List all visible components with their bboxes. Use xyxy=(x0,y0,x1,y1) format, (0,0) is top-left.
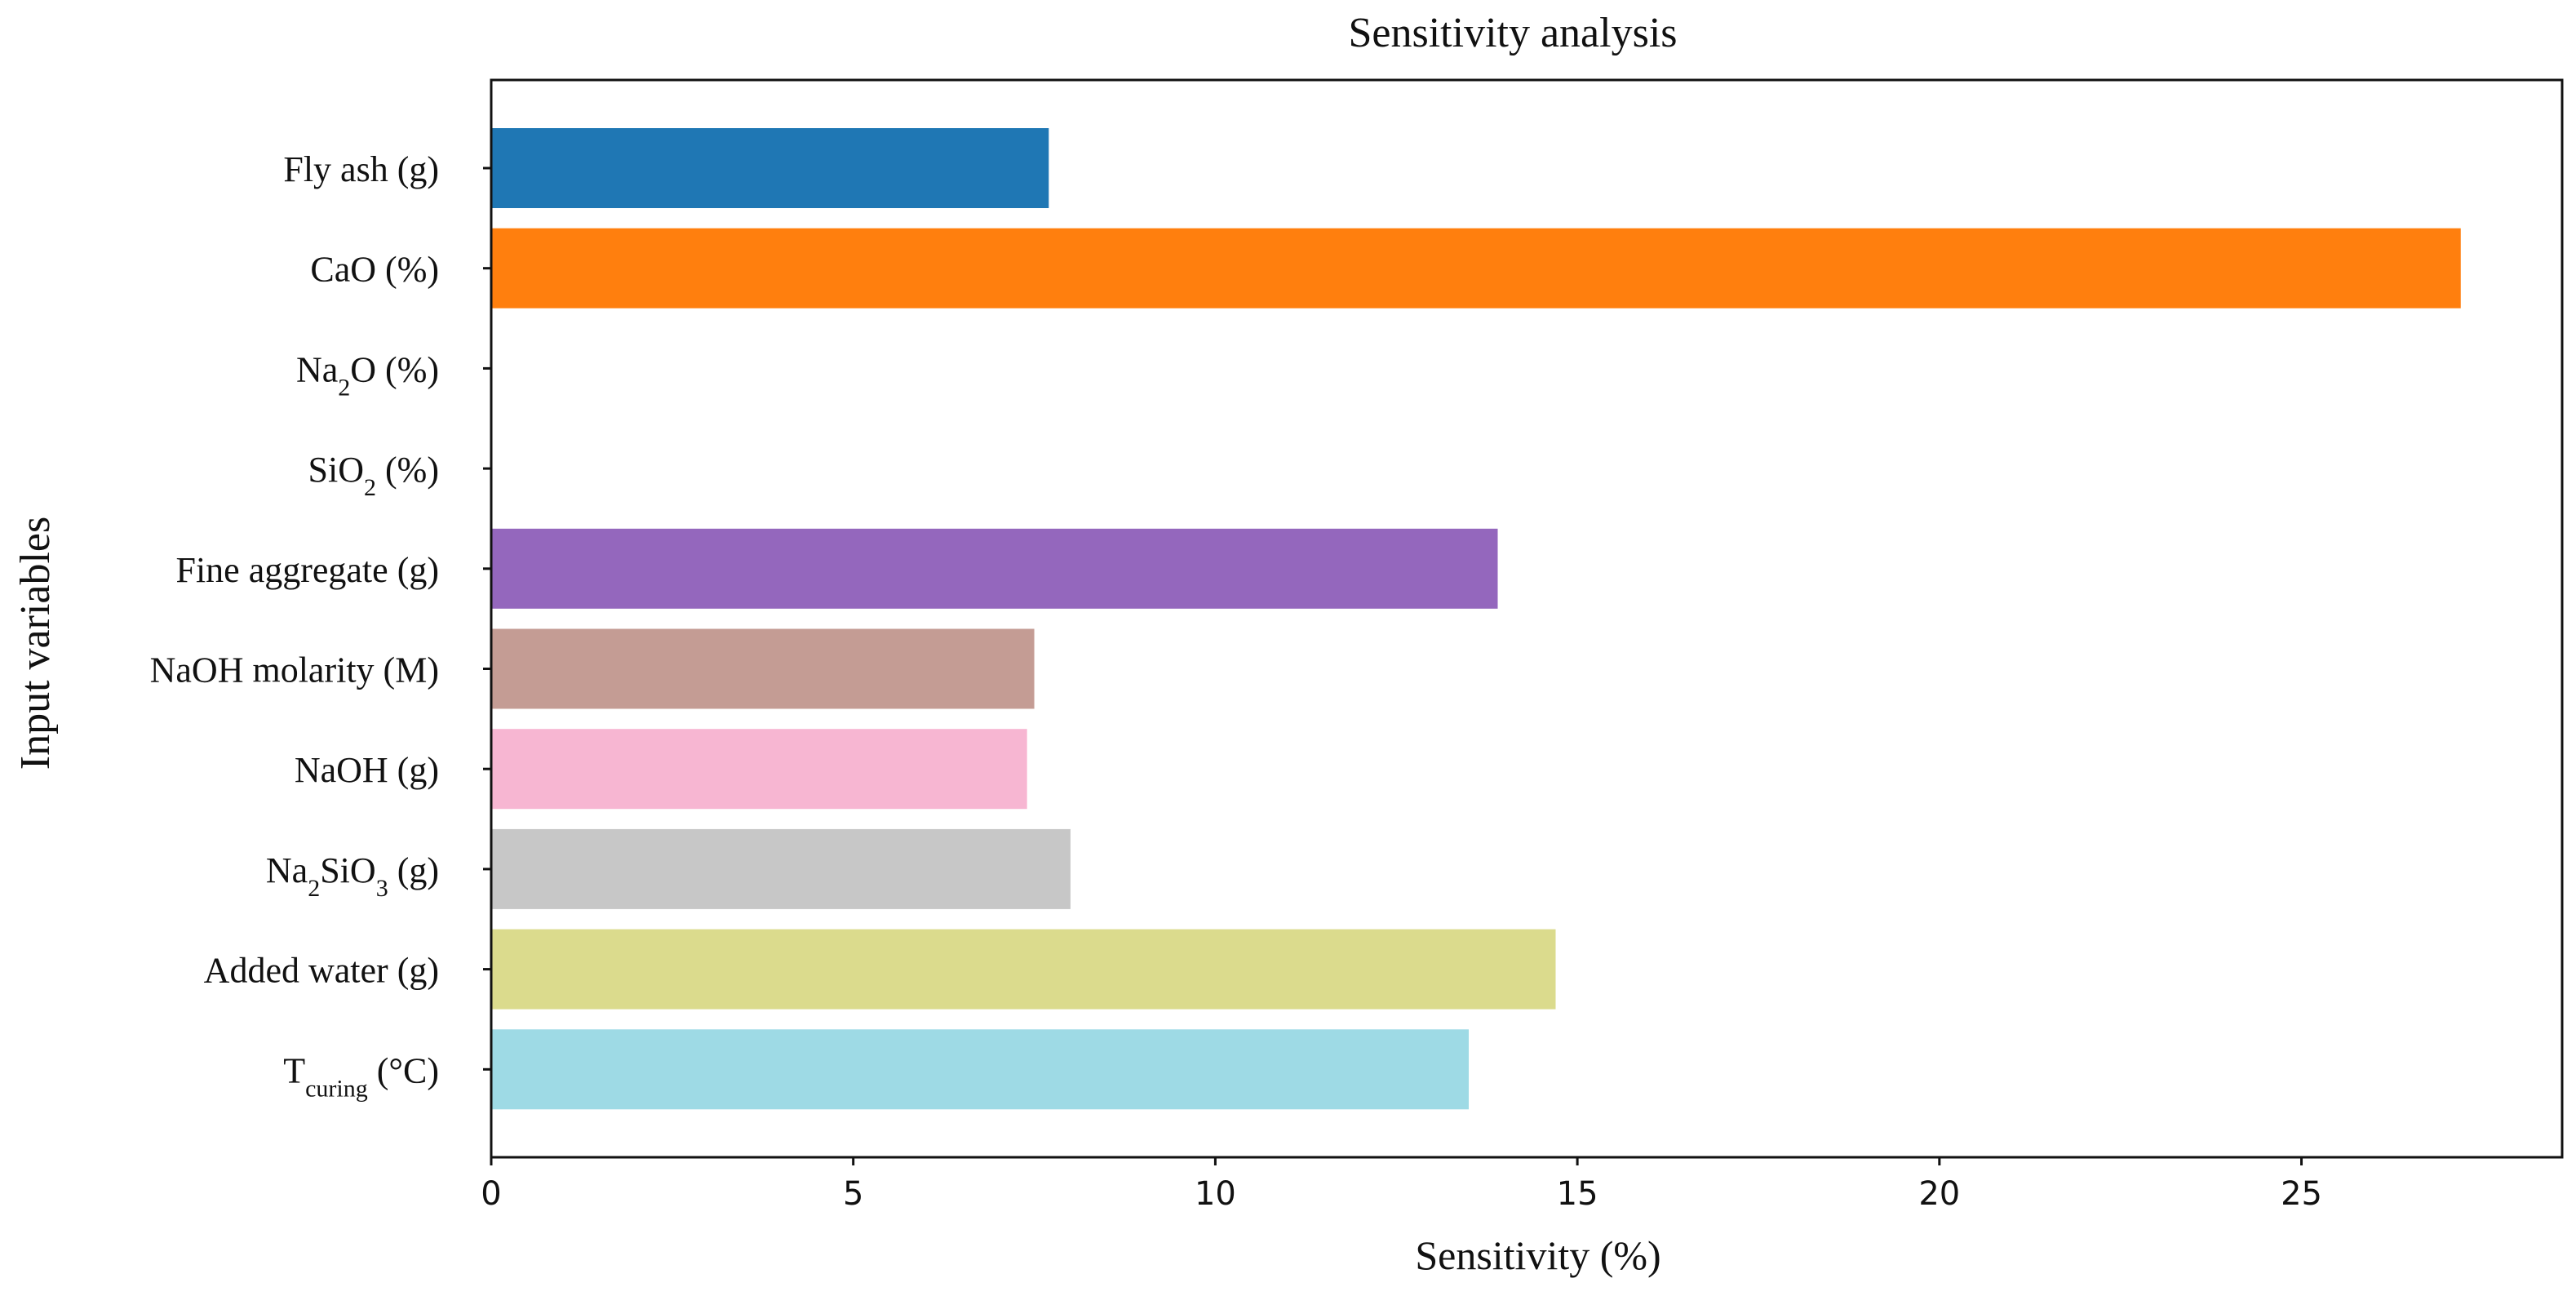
y-ticks-group: Fly ash (g) CaO (%) Na2O (%) SiO2 (%) Fine a… xyxy=(150,149,491,1102)
bar xyxy=(491,128,1049,208)
y-tick-label: Tcuring (°C) xyxy=(283,1050,439,1102)
bar xyxy=(491,828,1071,909)
x-ticks-group: 0 5 10 15 20 25 xyxy=(481,1157,2322,1213)
y-tick-label: NaOH molarity (M) xyxy=(150,650,439,690)
x-tick-label: 15 xyxy=(1557,1175,1598,1213)
y-tick-label: Na2SiO3 (g) xyxy=(266,850,439,902)
y-tick-label: SiO2 (%) xyxy=(308,450,439,501)
bars-group xyxy=(491,128,2461,1110)
x-tick-label: 20 xyxy=(1918,1175,1960,1213)
bar xyxy=(491,1029,1470,1110)
y-tick-label: Fine aggregate (g) xyxy=(175,550,439,590)
y-axis-label: Input variables xyxy=(12,517,59,770)
bar xyxy=(491,929,1556,1010)
y-tick-label: Added water (g) xyxy=(204,951,439,991)
x-axis-label: Sensitivity (%) xyxy=(1415,1232,1660,1278)
bar xyxy=(491,628,1035,709)
chart-title: Sensitivity analysis xyxy=(1349,10,1678,56)
y-tick-label: Na2O (%) xyxy=(296,349,439,401)
bar xyxy=(491,729,1027,810)
plot-frame xyxy=(490,78,2564,1159)
y-tick-label: Fly ash (g) xyxy=(283,149,439,189)
bar xyxy=(491,528,1498,609)
y-tick-label: NaOH (g) xyxy=(295,750,439,790)
x-tick-label: 25 xyxy=(2281,1175,2322,1213)
x-tick-label: 5 xyxy=(843,1175,863,1213)
x-tick-label: 0 xyxy=(481,1175,501,1213)
x-tick-label: 10 xyxy=(1195,1175,1236,1213)
bar xyxy=(491,228,2461,308)
y-tick-label: CaO (%) xyxy=(310,250,439,290)
